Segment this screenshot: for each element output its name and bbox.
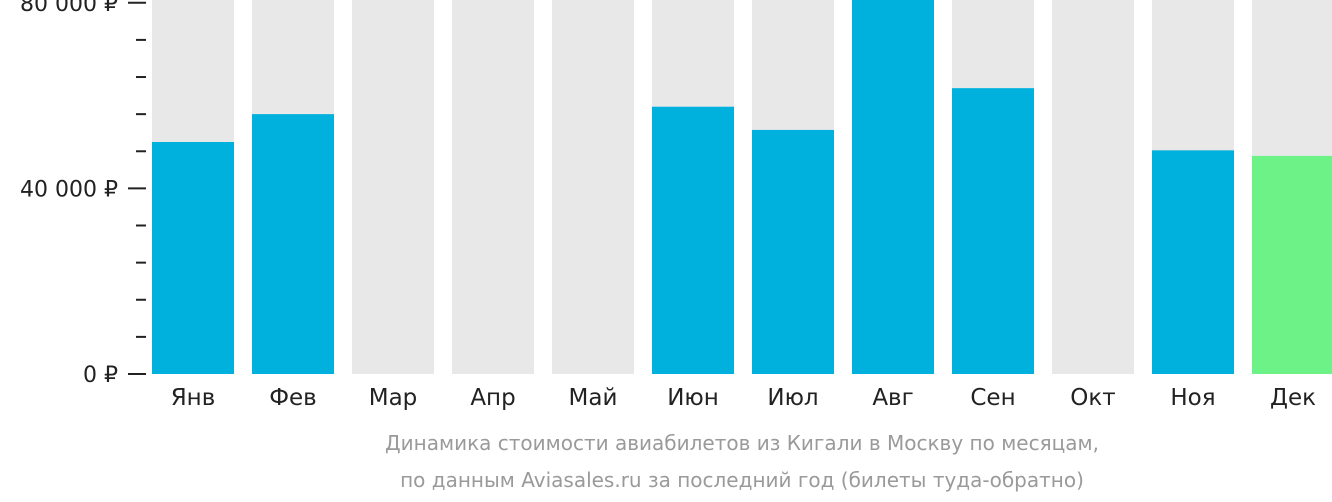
x-tick-label-month-7: Июл (767, 385, 818, 411)
background-column-month-3 (352, 0, 434, 374)
y-tick-label-0: 0 ₽ (83, 363, 118, 388)
bar-month-1[interactable] (152, 141, 234, 374)
x-tick-label-month-2: Фев (269, 385, 317, 411)
x-tick-label-month-12: Дек (1270, 385, 1316, 411)
x-tick-label-month-5: Май (569, 385, 618, 411)
bar-month-8[interactable] (852, 0, 934, 374)
chart-caption-line-2: по данным Aviasales.ru за последний год … (400, 468, 1084, 492)
bars (152, 0, 1332, 375)
bar-month-2[interactable] (252, 114, 334, 375)
bar-month-12[interactable] (1252, 155, 1332, 374)
x-tick-label-month-8: Авг (872, 385, 913, 411)
x-tick-label-month-10: Окт (1070, 385, 1115, 411)
background-column-month-4 (452, 0, 534, 374)
bar-month-11[interactable] (1152, 150, 1234, 374)
bar-month-7[interactable] (752, 129, 834, 374)
bar-month-9[interactable] (952, 88, 1034, 375)
y-axis: 0 ₽ 40 000 ₽ 80 000 ₽ (20, 0, 146, 388)
x-tick-label-month-6: Июн (667, 385, 719, 411)
y-tick-label-80000: 80 000 ₽ (20, 0, 118, 17)
x-axis-labels: Янв Фев Мар Апр Май Июн Июл Авг Сен Окт Ноя Дек (171, 385, 1316, 411)
background-column-month-5 (552, 0, 634, 374)
x-tick-label-month-11: Ноя (1170, 385, 1215, 411)
bar-chart: 0 ₽ 40 000 ₽ 80 000 ₽ Янв Фев Мар Апр Май Июн Ию… (20, 0, 1332, 411)
y-tick-label-40000: 40 000 ₽ (20, 177, 118, 202)
x-tick-label-month-9: Сен (970, 385, 1015, 411)
x-tick-label-month-3: Мар (369, 385, 418, 411)
bar-month-6[interactable] (652, 106, 734, 375)
x-tick-label-month-4: Апр (470, 385, 515, 411)
chart-caption-line-1: Динамика стоимости авиабилетов из Кигали… (385, 431, 1099, 455)
background-column-month-10 (1052, 0, 1134, 374)
x-tick-label-month-1: Янв (171, 385, 216, 411)
